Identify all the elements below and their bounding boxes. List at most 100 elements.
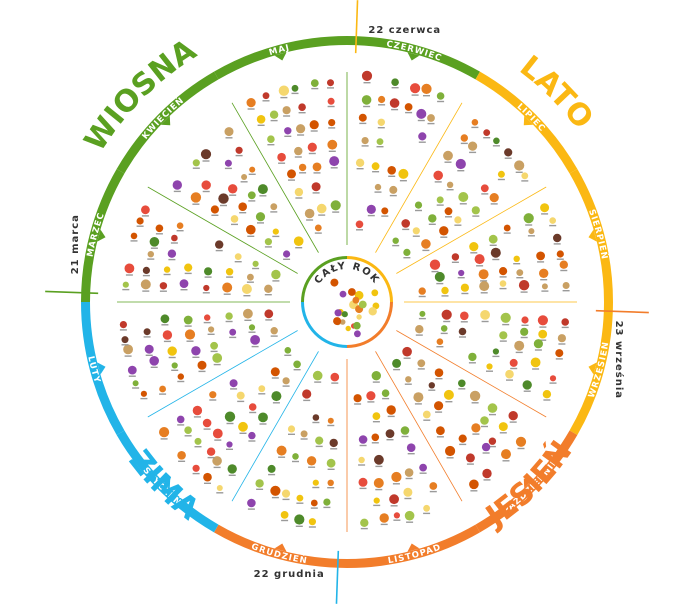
- produce-item: [443, 150, 453, 161]
- produce-item: [155, 224, 164, 233]
- produce-item: [371, 433, 380, 442]
- produce-caption: [372, 381, 380, 383]
- produce-item: [218, 193, 229, 204]
- produce-item: [481, 442, 491, 452]
- produce-item: [393, 512, 400, 519]
- produce-item: [238, 421, 248, 432]
- produce-caption: [359, 487, 367, 490]
- produce-caption: [515, 351, 523, 354]
- produce-caption: [184, 272, 192, 275]
- produce-item: [312, 162, 322, 172]
- produce-caption: [459, 203, 467, 205]
- month-divider: [396, 330, 547, 418]
- month-label-text: CZERWIEC: [386, 40, 443, 64]
- produce-item: [171, 362, 178, 369]
- produce-caption: [429, 490, 437, 493]
- produce-caption: [327, 487, 335, 489]
- produce-item: [191, 346, 201, 356]
- produce-caption: [272, 235, 280, 238]
- produce-item: [216, 485, 223, 491]
- produce-item: [469, 390, 481, 402]
- produce-caption: [436, 204, 444, 206]
- produce-caption: [492, 355, 500, 358]
- produce-item: [444, 207, 453, 216]
- produce-item: [441, 309, 452, 320]
- center-ring-spring: [301, 256, 347, 302]
- produce-item: [204, 314, 211, 321]
- produce-item: [523, 213, 534, 224]
- produce-item: [287, 425, 296, 433]
- month-tick: [160, 115, 171, 126]
- produce-item: [284, 347, 292, 354]
- produce-item: [144, 344, 154, 354]
- produce-item: [234, 253, 242, 260]
- center-produce-item: [348, 288, 356, 296]
- produce-caption: [480, 292, 488, 294]
- produce-item: [403, 487, 413, 497]
- produce-caption: [471, 126, 479, 129]
- produce-caption: [312, 192, 320, 194]
- produce-caption: [423, 512, 431, 515]
- produce-caption: [246, 281, 254, 283]
- produce-caption: [294, 156, 302, 158]
- produce-caption: [520, 336, 528, 339]
- produce-item: [361, 137, 369, 145]
- produce-caption: [358, 464, 366, 466]
- produce-caption: [207, 333, 215, 335]
- produce-item: [469, 242, 479, 252]
- produce-caption: [327, 105, 335, 108]
- produce-item: [224, 411, 236, 422]
- produce-caption: [560, 269, 568, 272]
- produce-item: [267, 464, 276, 473]
- produce-caption: [314, 381, 322, 383]
- date-marker-spring-line: [45, 290, 99, 295]
- produce-caption: [124, 355, 132, 357]
- produce-item: [248, 324, 256, 331]
- produce-caption: [270, 119, 278, 122]
- produce-caption: [423, 95, 430, 97]
- produce-caption: [454, 224, 462, 226]
- produce-item: [271, 269, 281, 280]
- produce-item: [402, 346, 412, 357]
- produce-item: [327, 79, 334, 87]
- produce-caption: [330, 167, 338, 169]
- produce-caption: [312, 486, 320, 489]
- produce-item: [422, 410, 431, 419]
- produce-caption: [490, 203, 498, 205]
- produce-item: [177, 451, 186, 460]
- produce-caption: [247, 108, 255, 110]
- produce-item: [458, 434, 467, 443]
- produce-caption: [213, 466, 221, 469]
- produce-item: [159, 427, 170, 438]
- produce-item: [192, 464, 200, 472]
- produce-item: [183, 315, 193, 325]
- produce-caption: [513, 263, 521, 265]
- produce-item: [177, 373, 184, 380]
- produce-item: [468, 352, 477, 362]
- produce-item: [480, 184, 489, 193]
- produce-caption: [539, 339, 547, 341]
- produce-caption: [220, 204, 227, 207]
- produce-item: [439, 226, 449, 236]
- produce-item: [372, 412, 381, 420]
- produce-caption: [142, 274, 150, 277]
- produce-item: [316, 203, 327, 214]
- produce-caption: [259, 423, 267, 425]
- produce-item: [521, 316, 529, 324]
- produce-caption: [537, 261, 545, 263]
- produce-caption: [267, 144, 275, 146]
- produce-item: [460, 311, 469, 321]
- month-arc: [81, 169, 125, 302]
- produce-item: [312, 370, 323, 381]
- produce-item: [140, 390, 147, 397]
- produce-caption: [145, 354, 153, 356]
- produce-item: [389, 185, 398, 194]
- produce-item: [509, 358, 518, 367]
- produce-item: [553, 233, 562, 243]
- produce-caption: [119, 329, 127, 331]
- produce-item: [132, 380, 139, 387]
- produce-caption: [163, 340, 171, 343]
- produce-item: [208, 326, 215, 333]
- produce-item: [246, 224, 256, 235]
- produce-caption: [296, 502, 304, 504]
